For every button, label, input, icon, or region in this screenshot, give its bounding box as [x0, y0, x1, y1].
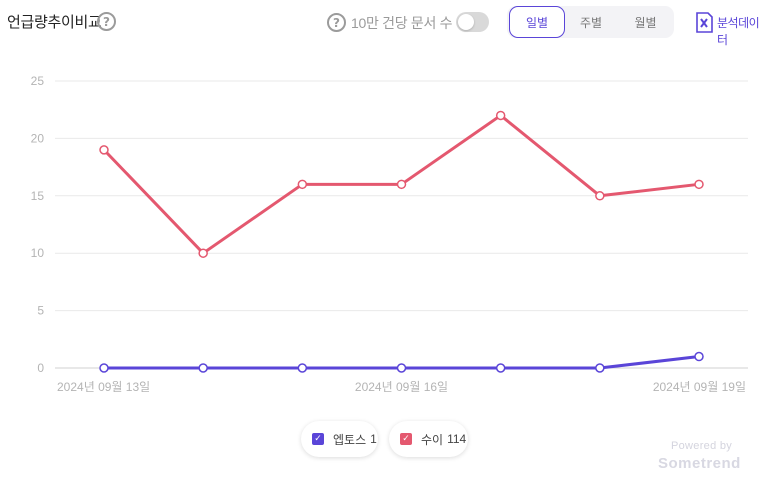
- data-point: [99, 145, 109, 155]
- legend-series-total: 1: [370, 432, 377, 446]
- checkbox-checked-icon[interactable]: ✓: [312, 433, 324, 445]
- data-point: [495, 110, 506, 121]
- y-tick-label: 15: [31, 189, 45, 203]
- y-tick-label: 0: [37, 361, 44, 375]
- legend-series-name: 수이: [421, 432, 444, 447]
- data-point: [595, 191, 605, 201]
- tab-daily[interactable]: 일별: [509, 6, 565, 38]
- y-tick-label: 25: [31, 74, 45, 88]
- legend-item-aptos[interactable]: ✓ 엡토스 1: [301, 421, 378, 457]
- period-tab-group: 일별 주별 월별: [507, 6, 674, 38]
- export-data-link[interactable]: 분석데이터: [717, 16, 760, 47]
- mention-trend-line-chart: 0 5 10 15 20 25 2024년 09월 13일 2024년 09월 16일 2024…: [31, 74, 748, 394]
- data-point: [297, 363, 308, 373]
- tab-monthly[interactable]: 월별: [634, 15, 657, 30]
- data-point: [198, 248, 208, 258]
- data-point: [99, 363, 109, 373]
- legend-item-sui[interactable]: ✓ 수이 114: [389, 421, 468, 457]
- data-point: [396, 363, 407, 373]
- y-tick-label: 10: [31, 246, 45, 260]
- y-tick-label: 20: [31, 131, 45, 145]
- question-circle-icon[interactable]: ?: [97, 12, 116, 31]
- toggle-knob: [458, 14, 474, 30]
- normalize-toggle-label: 10만 건당 문서 수: [351, 15, 453, 31]
- x-tick-label: 2024년 09월 19일: [653, 380, 746, 394]
- excel-icon[interactable]: [696, 12, 713, 33]
- data-point: [495, 363, 506, 373]
- data-point: [694, 179, 704, 190]
- legend-series-total: 114: [447, 432, 467, 446]
- powered-by-text: Powered by: [671, 440, 733, 452]
- brand-logo: Sometrend: [658, 455, 741, 472]
- x-tick-label: 2024년 09월 16일: [355, 380, 448, 394]
- question-circle-icon[interactable]: ?: [327, 13, 346, 32]
- data-point: [595, 363, 605, 373]
- data-point: [694, 351, 704, 362]
- tab-weekly[interactable]: 주별: [579, 15, 603, 30]
- data-point: [198, 363, 208, 373]
- x-tick-label: 2024년 09월 13일: [57, 380, 150, 394]
- data-point: [396, 179, 407, 190]
- legend-series-name: 엡토스: [333, 432, 367, 447]
- normalize-toggle[interactable]: [456, 12, 489, 32]
- checkbox-checked-icon[interactable]: ✓: [400, 433, 412, 445]
- y-tick-label: 5: [37, 304, 44, 318]
- data-point: [297, 179, 308, 190]
- chart-title: 언급량추이비교: [7, 14, 102, 31]
